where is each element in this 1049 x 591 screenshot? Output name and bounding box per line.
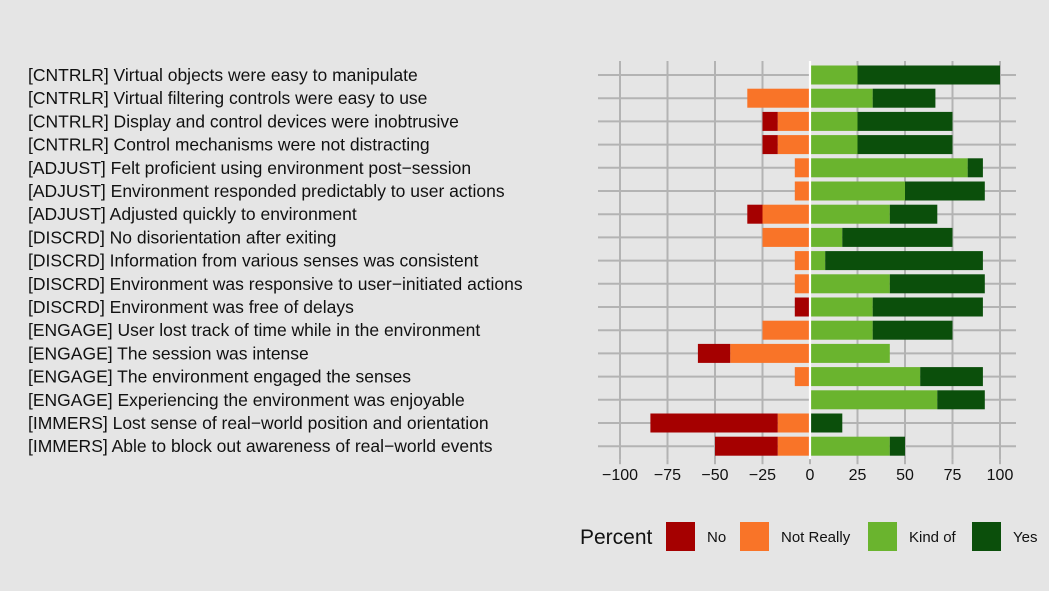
bar-not-really [762,320,810,340]
category-label: [IMMERS] Able to block out awareness of … [28,436,493,456]
bar-not-really [747,88,810,108]
bar-kind-of [810,251,826,271]
bar-yes [905,181,985,201]
tick-label: 50 [896,467,914,484]
category-label: [CNTRLR] Control mechanisms were not dis… [28,135,430,155]
bar-yes [857,65,1000,85]
tick-label: −100 [602,467,638,484]
legend-swatch-kind-of [868,522,897,551]
bar-kind-of [810,111,858,131]
bar-yes [920,367,983,387]
bar-not-really [794,367,810,387]
bar-kind-of [810,181,905,201]
category-label: [CNTRLR] Virtual filtering controls were… [28,88,427,108]
tick-label: 100 [987,467,1014,484]
bar-not-really [794,158,810,178]
bar-yes [857,111,953,131]
bar-yes [889,204,938,224]
bar-not-really [794,274,810,294]
bar-yes [967,158,983,178]
tick-label: 0 [806,467,815,484]
legend-swatch-no [666,522,695,551]
bar-kind-of [810,88,873,108]
category-label: [ADJUST] Environment responded predictab… [28,181,505,201]
bar-kind-of [810,65,858,85]
bar-not-really [762,227,810,247]
bar-not-really [762,204,810,224]
bar-layer [650,61,1000,460]
bar-not-really [777,111,810,131]
bar-yes [889,274,985,294]
bar-yes [889,436,905,456]
bar-kind-of [810,158,968,178]
category-label: [ENGAGE] The environment engaged the sen… [28,367,411,387]
legend-label: Not Really [781,529,851,546]
bar-kind-of [810,227,843,247]
bar-yes [872,320,953,340]
bar-not-really [777,135,810,155]
legend-swatch-not-really [740,522,769,551]
bar-kind-of [810,367,921,387]
bar-yes [937,390,985,410]
bar-not-really [794,251,810,271]
bar-no [650,413,778,433]
category-labels: [CNTRLR] Virtual objects were easy to ma… [28,65,523,456]
bar-not-really [794,181,810,201]
bar-no [762,111,778,131]
tick-label: −50 [701,467,728,484]
category-label: [DISCRD] No disorientation after exiting [28,227,336,247]
bar-no [697,343,731,363]
x-axis-ticks: −100 −75 −50 −25 0 25 50 75 100 [602,459,1013,484]
bar-yes [825,251,983,271]
category-label: [CNTRLR] Virtual objects were easy to ma… [28,65,418,85]
legend: Percent No Not Really Kind of Yes [580,522,1037,551]
bar-kind-of [810,204,890,224]
bar-kind-of [810,297,873,317]
category-label: [DISCRD] Environment was responsive to u… [28,274,523,294]
bar-not-really [730,343,810,363]
legend-label: Yes [1013,529,1037,546]
legend-label: No [707,529,726,546]
category-label: [ADJUST] Adjusted quickly to environment [28,204,357,224]
bar-kind-of [810,436,890,456]
bar-kind-of [810,320,873,340]
bar-kind-of [810,343,890,363]
bar-yes [872,88,936,108]
tick-label: −25 [749,467,776,484]
bar-no [762,135,778,155]
category-label: [DISCRD] Information from various senses… [28,251,478,271]
bar-yes [810,413,843,433]
tick-label: 25 [849,467,867,484]
legend-label: Kind of [909,529,957,546]
bar-no [747,204,763,224]
category-label: [ADJUST] Felt proficient using environme… [28,158,471,178]
tick-label: −75 [654,467,681,484]
category-label: [DISCRD] Environment was free of delays [28,297,354,317]
bar-not-really [777,413,810,433]
category-label: [IMMERS] Lost sense of real−world positi… [28,413,489,433]
category-label: [ENGAGE] Experiencing the environment wa… [28,390,465,410]
tick-label: 75 [944,467,962,484]
bar-kind-of [810,274,890,294]
legend-title: Percent [580,526,653,549]
bar-not-really [777,436,810,456]
bar-no [794,297,810,317]
legend-swatch-yes [972,522,1001,551]
category-label: [ENGAGE] The session was intense [28,343,309,363]
bar-yes [872,297,983,317]
bar-kind-of [810,135,858,155]
category-label: [ENGAGE] User lost track of time while i… [28,320,480,340]
bar-kind-of [810,390,938,410]
bar-yes [857,135,953,155]
bar-yes [842,227,953,247]
category-label: [CNTRLR] Display and control devices wer… [28,111,459,131]
bar-no [715,436,778,456]
